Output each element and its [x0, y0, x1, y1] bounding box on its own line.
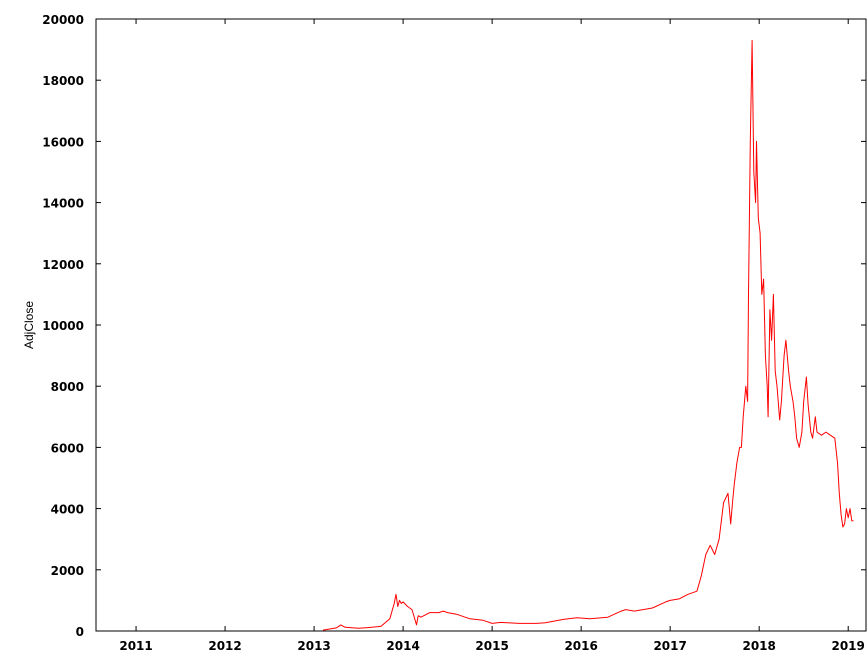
x-tick-label: 2016: [564, 639, 597, 653]
y-axis-label: AdjClose: [22, 301, 36, 349]
x-tick-label: 2015: [475, 639, 508, 653]
y-axis: 0 2000 4000 6000 8000 10000 12000 14000 16000 180…: [42, 13, 866, 639]
x-tick-label: 2013: [297, 639, 330, 653]
y-tick-label: 8000: [51, 380, 84, 394]
y-tick-label: 18000: [42, 74, 84, 88]
y-tick-label: 0: [76, 625, 84, 639]
y-tick-label: 20000: [42, 13, 84, 27]
y-tick-label: 16000: [42, 135, 84, 149]
y-tick-label: 12000: [42, 258, 84, 272]
y-tick-label: 10000: [42, 319, 84, 333]
plot-frame: [95, 18, 867, 632]
y-tick-label: 6000: [51, 441, 84, 455]
y-tick-label: 14000: [42, 197, 84, 211]
x-tick-label: 2012: [208, 639, 241, 653]
x-axis: 2011 2012 2013 2014 2015 2016 2017 2018 2019: [119, 19, 865, 653]
series-line-adjclose: [322, 39, 854, 631]
y-tick-label: 4000: [51, 503, 84, 517]
x-tick-label: 2019: [831, 639, 864, 653]
x-tick-label: 2018: [742, 639, 775, 653]
y-tick-label: 2000: [51, 564, 84, 578]
x-tick-label: 2017: [653, 639, 686, 653]
x-tick-label: 2011: [119, 639, 152, 653]
x-tick-label: 2014: [386, 639, 419, 653]
